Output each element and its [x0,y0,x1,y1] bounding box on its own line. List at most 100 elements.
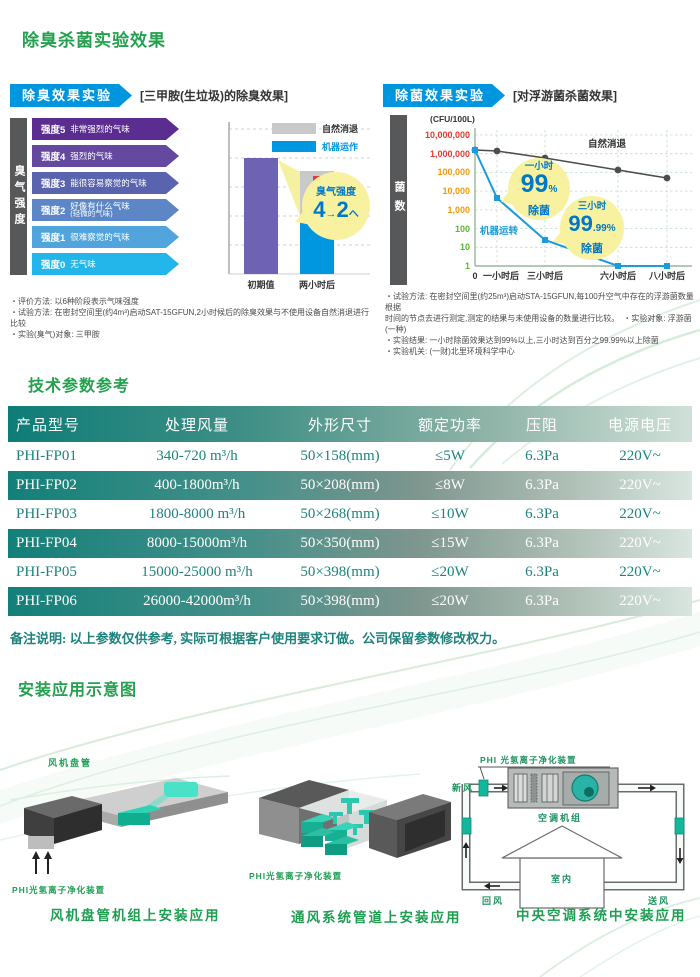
table-row: PHI-FP03 1800-8000 m³/h 50×268(mm) ≤10W … [8,500,692,529]
legend-machine-label: 机器运作 [322,142,359,152]
ahu-label: 空调机组 [538,812,582,823]
spec-table-header: 产品型号 处理风量 外形尺寸 额定功率 压阻 电源电压 [8,406,692,442]
cell-voltage: 220V~ [619,506,661,522]
cell-voltage: 220V~ [619,564,661,580]
odor-level-2-arrow: 强度2 好像有什么气味 (轻微的气味) [32,199,179,221]
note-line: ・实验(臭气)对象: 三甲胺 [10,330,100,339]
germ-experiment-panel: 除菌效果实验 [对浮游菌杀菌效果] 菌数 (CFU/100L) 10,000,0… [383,84,698,356]
col-header-power: 额定功率 [417,417,482,434]
return-air-label: 回风 [482,896,504,906]
col-header-airflow: 处理风量 [164,417,229,434]
bubble-line1: 一小时 [524,160,554,172]
odor-level-1-arrow: 强度1 很难察觉的气味 [32,226,179,248]
cell-airflow: 26000-42000m³/h [143,593,251,609]
odor-banner-ribbon: 除臭效果实验 [10,84,132,107]
right-arrow-icon: → [325,207,337,220]
note-line: ・试验方法: 在密封空间里(约4m³)启动SAT-15GFUN,2小时候后的除臭… [10,308,369,328]
cell-resistance: 6.3Pa [525,593,559,609]
bar-x-label-initial: 初期值 [247,279,274,290]
cell-resistance: 6.3Pa [525,535,559,551]
airflow-arrows [465,787,681,887]
phi-valve-icon [461,779,685,835]
cell-power: ≤5W [435,448,465,464]
bubble-big: 99 [520,169,549,198]
odor-result-bubble: 臭气强度 4→2へ [302,172,370,240]
cell-voltage: 220V~ [619,535,661,551]
table-row: PHI-FP02 400-1800m³/h 50×208(mm) ≤8W 6.3… [8,471,692,500]
cell-model: PHI-FP04 [16,535,77,551]
bubble-big: 99 [568,210,593,236]
bubble-value: 99% [520,169,558,202]
machine-series-label: 机器运转 [480,225,519,237]
cell-power: ≤10W [431,506,469,522]
fresh-air-label: 新风 [452,782,474,793]
germ-1h-bubble: 一小时 99% 除菌 [508,158,570,220]
y-tick: 1,000 [447,205,470,215]
duct-diagram: PHI光氢离子净化装置 通风系统管道上安装应用 [245,760,460,928]
fan-coil-caption: 风机盘管机组上安装应用 [50,908,221,923]
bubble-value: 4→2へ [313,196,359,226]
level-desc: 能很容易察觉的气味 [70,178,147,188]
install-section-heading: 安装应用示意图 [18,682,138,699]
natural-series-label: 自然消退 [588,138,627,150]
supply-air-label: 送风 [647,895,670,906]
germ-subtitle: [对浮游菌杀菌效果] [513,89,618,103]
cell-model: PHI-FP01 [16,448,77,464]
bubble-title: 臭气强度 [316,186,356,198]
note-line: ・实验结果: 一小时除菌效果达到99%以上,三小时达到百分之99.99%以上除菌 [385,336,659,345]
level-desc: 很难察觉的气味 [70,232,130,242]
duct-caption: 通风系统管道上安装应用 [291,910,462,925]
col-header-model: 产品型号 [16,417,81,434]
cell-airflow: 8000-15000m³/h [146,535,248,551]
bubble-small: .99% [592,222,616,234]
table-row: PHI-FP01 340-720 m³/h 50×158(mm) ≤5W 6.3… [8,442,692,471]
note-line: 时间的节点去进行测定,测定的结果与未使用设备的数量进行比较。 ・实验对象: 浮游… [385,314,692,334]
level-desc-line1: 好像有什么气味 [70,200,130,211]
cell-airflow: 400-1800m³/h [154,477,240,493]
initial-bar [244,158,278,274]
bubble-from: 4 [313,196,326,222]
indoor-label: 室内 [551,873,573,884]
cell-resistance: 6.3Pa [525,448,559,464]
bubble-line3: 除菌 [528,204,550,217]
legend-natural-label: 自然消退 [322,124,359,134]
y-tick: 100 [455,224,470,234]
level-label: 强度5 [41,125,66,136]
machine-run-swatch [272,141,316,152]
duct-illustration [259,780,451,858]
odor-level-5-arrow: 强度5 非常强烈的气味 [32,118,179,140]
legend-natural: 自然消退 [272,122,358,135]
level-desc: 非常强烈的气味 [70,124,130,134]
cell-resistance: 6.3Pa [525,477,559,493]
cell-power: ≤8W [435,477,465,493]
odor-subtitle: [三甲胺(生垃圾)的除臭效果] [140,89,289,103]
fan-coil-diagram: 风机盘管 PHI光氢离子净化装置 风机盘管机组上安装应用 [12,756,234,928]
y-axis-unit: (CFU/100L) [430,114,475,124]
germ-3h-bubble: 三小时 99.99% 除菌 [560,196,624,260]
x-tick: 三小时后 [527,270,563,281]
cell-airflow: 1800-8000 m³/h [148,506,246,522]
level-label: 强度4 [41,152,66,163]
spec-table-note: 备注说明: 以上参数仅供参考, 实际可根据客户使用要求订做。公司保留参数修改权力… [10,631,506,646]
natural-decay-series [471,146,671,182]
germ-banner-ribbon: 除菌效果实验 [383,84,505,107]
cell-dimensions: 50×268(mm) [300,506,380,522]
cell-voltage: 220V~ [619,593,661,609]
airflow-arrowheads [462,784,684,890]
level-desc: 好像有什么气味 (轻微的气味) [70,202,130,219]
fade-wedge [278,160,300,216]
col-header-dimensions: 外形尺寸 [307,417,372,434]
odor-level-3-arrow: 强度3 能很容易察觉的气味 [32,172,179,194]
fan-coil-device-label: PHI光氢离子净化装置 [12,885,106,895]
odor-notes: ・评价方法: 以6种阶段表示气味强度 ・试验方法: 在密封空间里(约4m³)启动… [10,296,372,340]
cell-resistance: 6.3Pa [525,506,559,522]
level-desc-line2: (轻微的气味) [70,209,113,219]
cell-model: PHI-FP02 [16,477,77,493]
cell-dimensions: 50×398(mm) [300,593,380,609]
bar-x-label-2h: 两小时后 [299,279,335,290]
phi-modules [301,814,359,855]
duct-device-label: PHI光氢离子净化装置 [249,871,343,881]
bubble-value: 99.99% [568,210,616,240]
phi-device-front [118,813,150,825]
